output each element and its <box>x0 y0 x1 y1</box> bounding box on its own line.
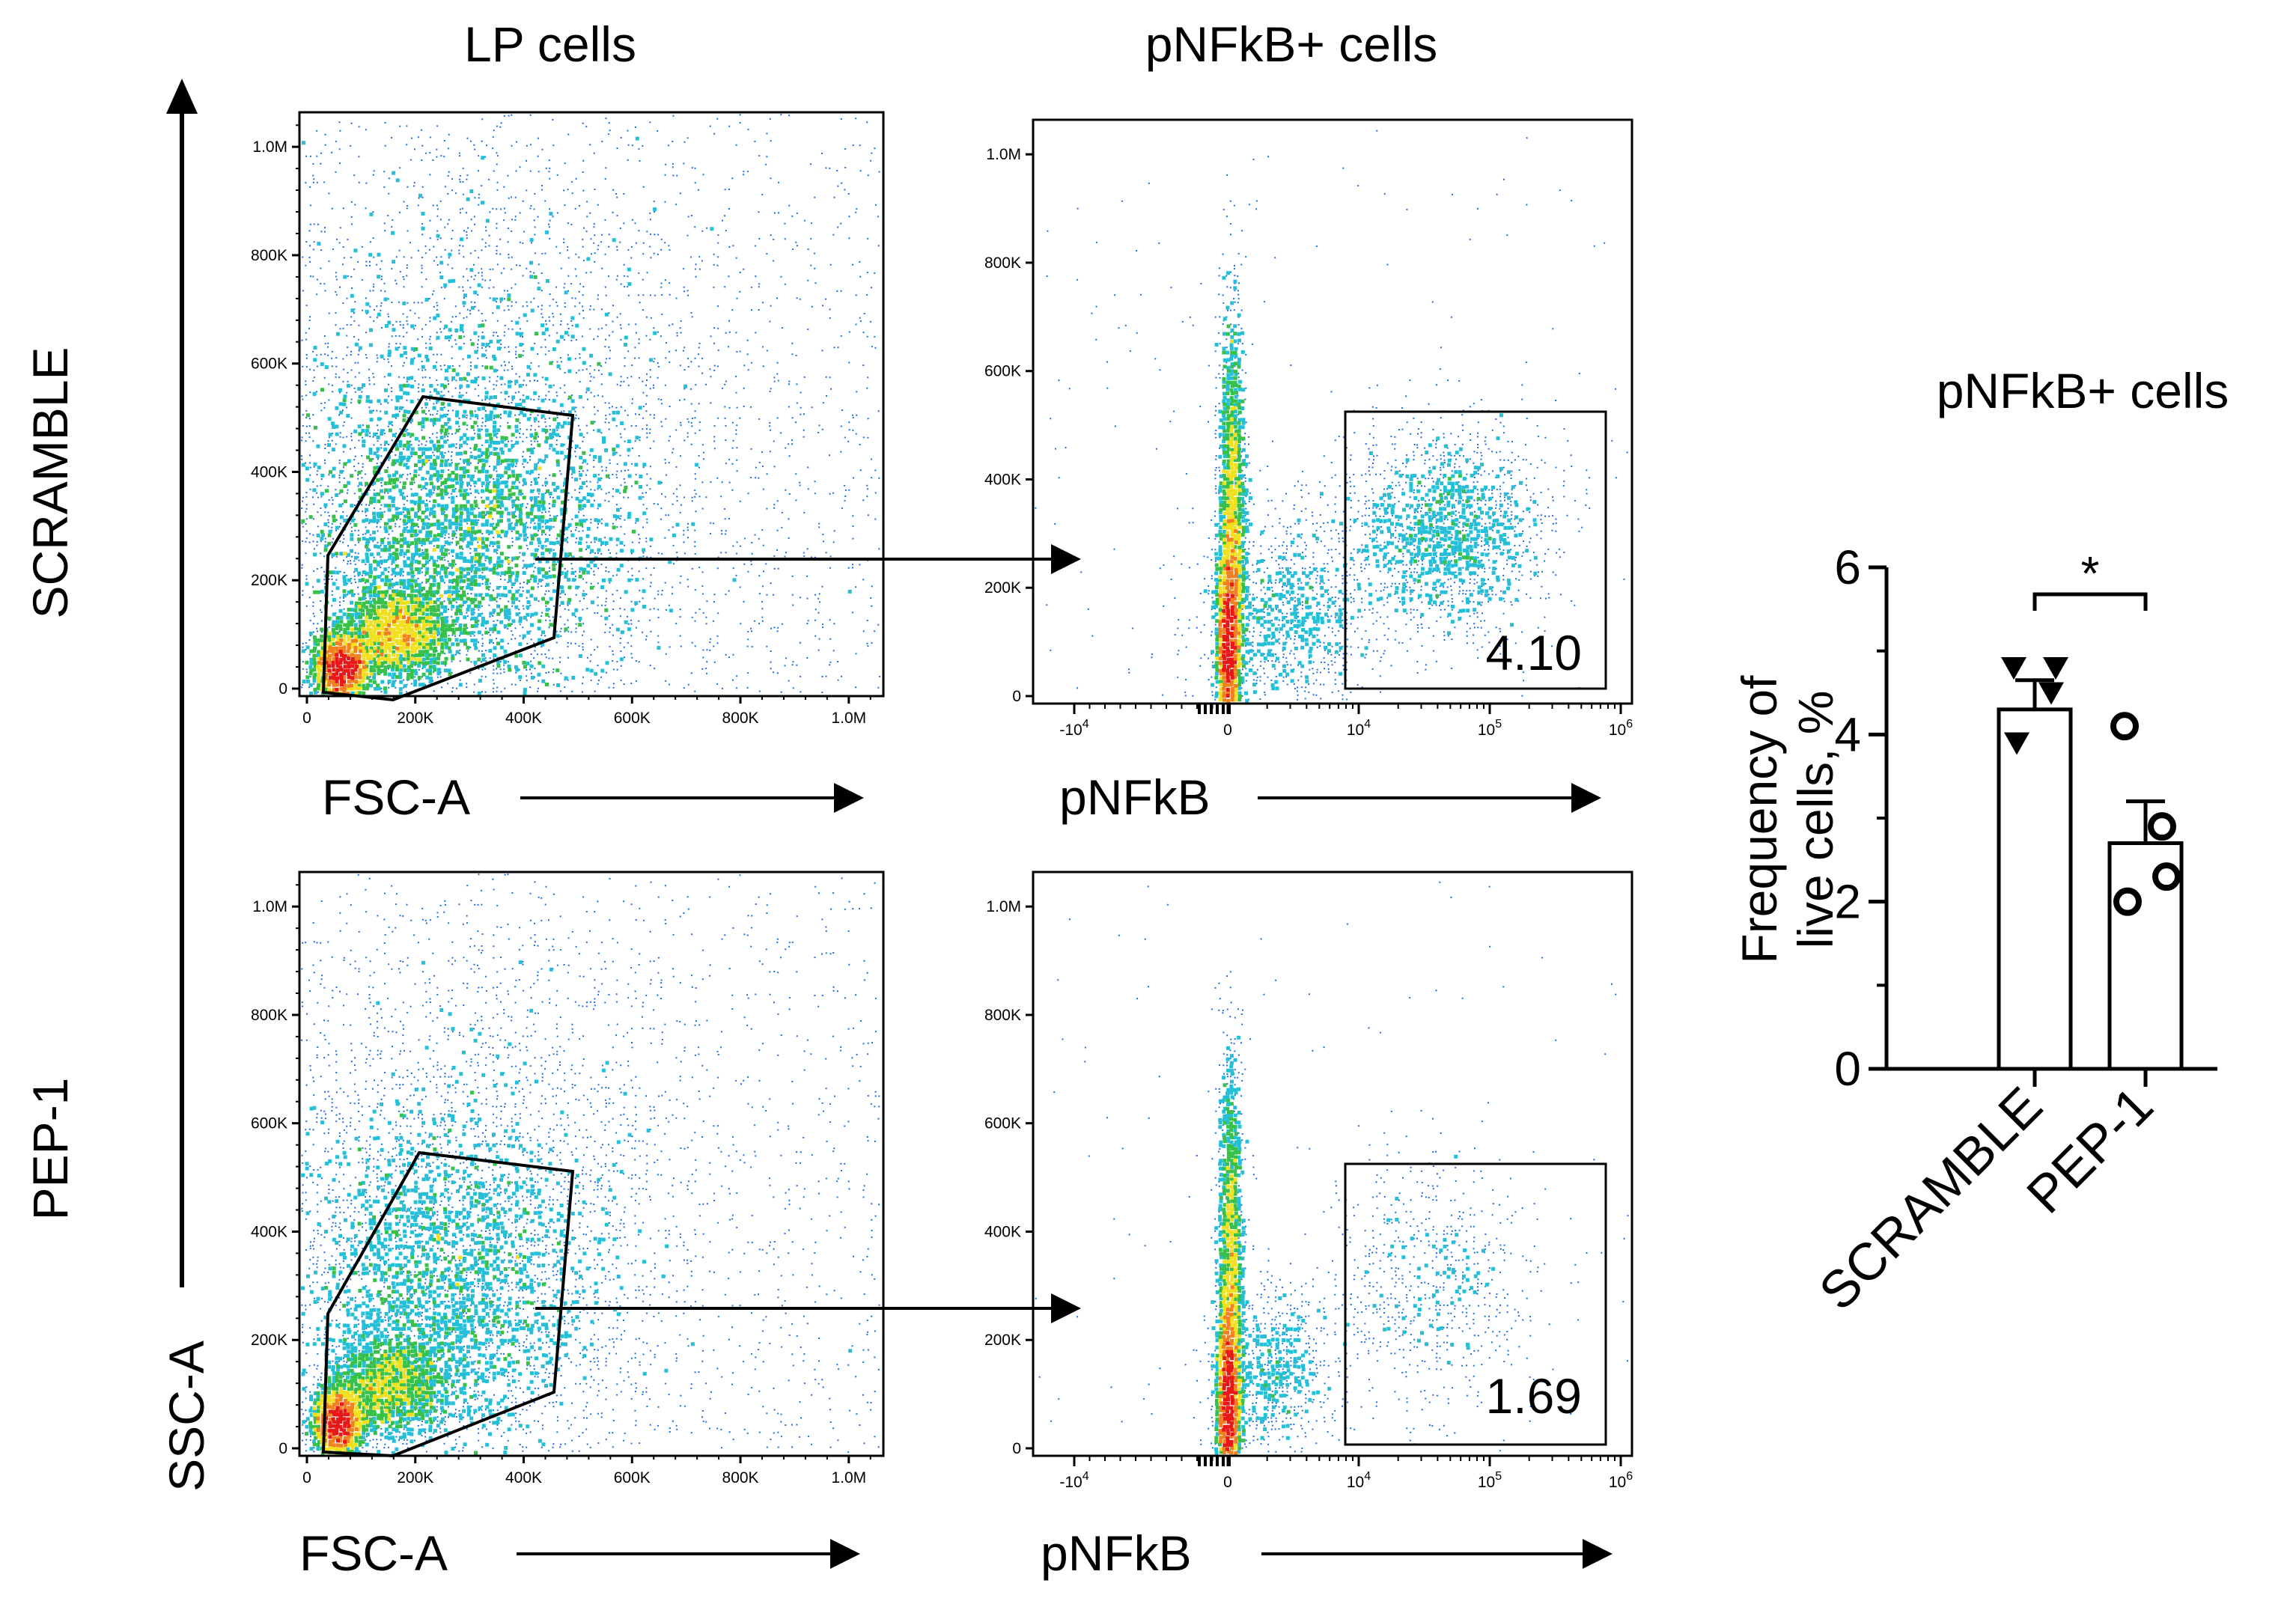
ssc-axis-label: SSC-A <box>159 1341 214 1492</box>
x-tick-label: -104 <box>1059 718 1088 739</box>
row-label-scramble: SCRAMBLE <box>22 347 78 618</box>
y-tick-label: 400K <box>984 1223 1021 1240</box>
y-tick-label: 0 <box>1834 1042 1861 1096</box>
x-tick-label: 200K <box>397 1469 433 1486</box>
column-title-lp-cells: LP cells <box>464 16 636 72</box>
x-tick-label: 106 <box>1609 718 1633 739</box>
y-tick-label: 1.0M <box>986 146 1021 163</box>
y-tick-label: 2 <box>1834 875 1861 929</box>
event-dots <box>1035 129 1628 703</box>
x-tick-label: 0 <box>302 710 311 727</box>
y-tick-label: 200K <box>251 1332 287 1349</box>
data-point <box>2110 712 2139 741</box>
y-tick-label: 400K <box>251 463 287 481</box>
y-tick-label: 200K <box>984 1332 1021 1349</box>
axis-ticks: 00 200K 200K 400K 400K 600K 600K 800K 800K 1.0M 1.… <box>251 884 871 1486</box>
y-tick-label: 0 <box>278 680 287 698</box>
bar <box>1997 707 2073 1071</box>
axis-ticks: 0 200K 400K 600K 800K 1.0M -104 0 104 105 106 <box>984 898 1633 1491</box>
flow-plot-scramble-pnfkb: 4.10 0 200K 400K 600K 800K 1.0M -104 0 104 105 106 <box>984 118 1633 739</box>
x-tick-label: 104 <box>1347 718 1371 739</box>
y-tick-label: 800K <box>984 1007 1021 1024</box>
y-tick-label: 800K <box>251 1007 287 1024</box>
x-tick-label: 0 <box>1223 722 1232 739</box>
pnfkb-axis-label: pNFkB <box>1041 1525 1192 1581</box>
y-tick-label: 800K <box>251 247 287 264</box>
data-point <box>2148 812 2176 841</box>
x-tick-label: 0 <box>1223 1474 1232 1491</box>
y-tick-label: 4 <box>1834 707 1861 761</box>
y-tick-label: 800K <box>984 254 1021 272</box>
x-tick-label: 800K <box>722 710 759 727</box>
x-tick-label: 1.0M <box>831 1469 866 1486</box>
y-tick-label: 1.0M <box>252 898 287 915</box>
gate-percentage: 1.69 <box>1486 1368 1582 1424</box>
x-tick-label: 400K <box>505 1469 542 1486</box>
y-tick-label: 400K <box>984 471 1021 488</box>
flow-plot-pep1-scatter: 00 200K 200K 400K 400K 600K 600K 800K 800K 1.0M 1.… <box>251 870 885 1486</box>
y-tick-label: 600K <box>251 356 287 373</box>
data-point <box>2001 657 2026 680</box>
event-dots <box>301 114 880 696</box>
data-point <box>2004 732 2029 755</box>
data-point <box>2113 887 2142 916</box>
y-tick-label: 6 <box>1834 540 1861 594</box>
y-tick-label: 600K <box>984 363 1021 380</box>
y-tick-label: 600K <box>984 1115 1021 1132</box>
x-tick-label: 104 <box>1347 1470 1371 1491</box>
x-tick-label: 600K <box>614 710 651 727</box>
x-tick-label: 400K <box>505 710 542 727</box>
y-tick-label: 200K <box>984 579 1021 597</box>
category-label: SCRAMBLE <box>1808 1076 2053 1320</box>
y-tick-label: 400K <box>251 1223 287 1240</box>
chart-y-label: Frequency of <box>1732 675 1787 964</box>
event-dots <box>301 873 880 1455</box>
fsc-axis-label: FSC-A <box>299 1525 448 1581</box>
y-tick-label: 0 <box>1012 688 1021 705</box>
significance-bracket <box>2032 592 2148 611</box>
x-tick-label: 800K <box>722 1469 759 1486</box>
column-title-pnfkb-cells: pNFkB+ cells <box>1145 16 1438 72</box>
y-tick-label: 0 <box>278 1440 287 1457</box>
y-tick-label: 600K <box>251 1115 287 1132</box>
x-tick-label: 105 <box>1478 1470 1502 1491</box>
flow-plot-pep1-pnfkb: 1.69 0 200K 400K 600K 800K 1.0M -104 0 104 105 106 <box>984 870 1633 1491</box>
gate-percentage: 4.10 <box>1486 625 1582 680</box>
pnfkb-positive-gate <box>1344 1162 1607 1446</box>
x-tick-label: 0 <box>302 1469 311 1486</box>
fsc-axis-label: FSC-A <box>322 769 470 825</box>
bar-chart: pNFkB+ cells Frequency of live cells, % … <box>1732 363 2229 1321</box>
axis-ticks: 00 200K 200K 400K 400K 600K 600K 800K 800K 1.0M 1.… <box>251 124 871 727</box>
row-label-pep-1: PEP-1 <box>22 1078 78 1221</box>
chart-y-label: live cells, % <box>1788 691 1843 949</box>
y-tick-label: 1.0M <box>986 898 1021 915</box>
x-tick-label: 600K <box>614 1469 651 1486</box>
significance-label: * <box>2081 546 2100 600</box>
pnfkb-axis-label: pNFkB <box>1059 769 1211 825</box>
x-tick-label: 105 <box>1478 718 1502 739</box>
category-label: PEP-1 <box>2015 1076 2163 1224</box>
y-tick-label: 0 <box>1012 1440 1021 1457</box>
pnfkb-positive-gate <box>1344 410 1607 690</box>
y-tick-label: 1.0M <box>252 138 287 156</box>
flow-plot-scramble-scatter: 00 200K 200K 400K 400K 600K 600K 800K 800K 1.0M 1.… <box>251 111 885 727</box>
x-tick-label: 1.0M <box>831 710 866 727</box>
data-point <box>2152 862 2181 891</box>
data-point <box>2038 682 2064 705</box>
ssc-axis-arrowhead <box>166 79 198 114</box>
x-tick-label: 106 <box>1609 1470 1633 1491</box>
axis-ticks: 0 200K 400K 600K 800K 1.0M -104 0 104 105 106 <box>984 146 1633 739</box>
event-dots <box>1035 881 1629 1455</box>
y-tick-label: 200K <box>251 572 287 589</box>
x-tick-label: 200K <box>397 710 433 727</box>
chart-title: pNFkB+ cells <box>1937 363 2229 418</box>
x-tick-label: -104 <box>1059 1470 1088 1491</box>
data-point <box>2043 657 2068 680</box>
